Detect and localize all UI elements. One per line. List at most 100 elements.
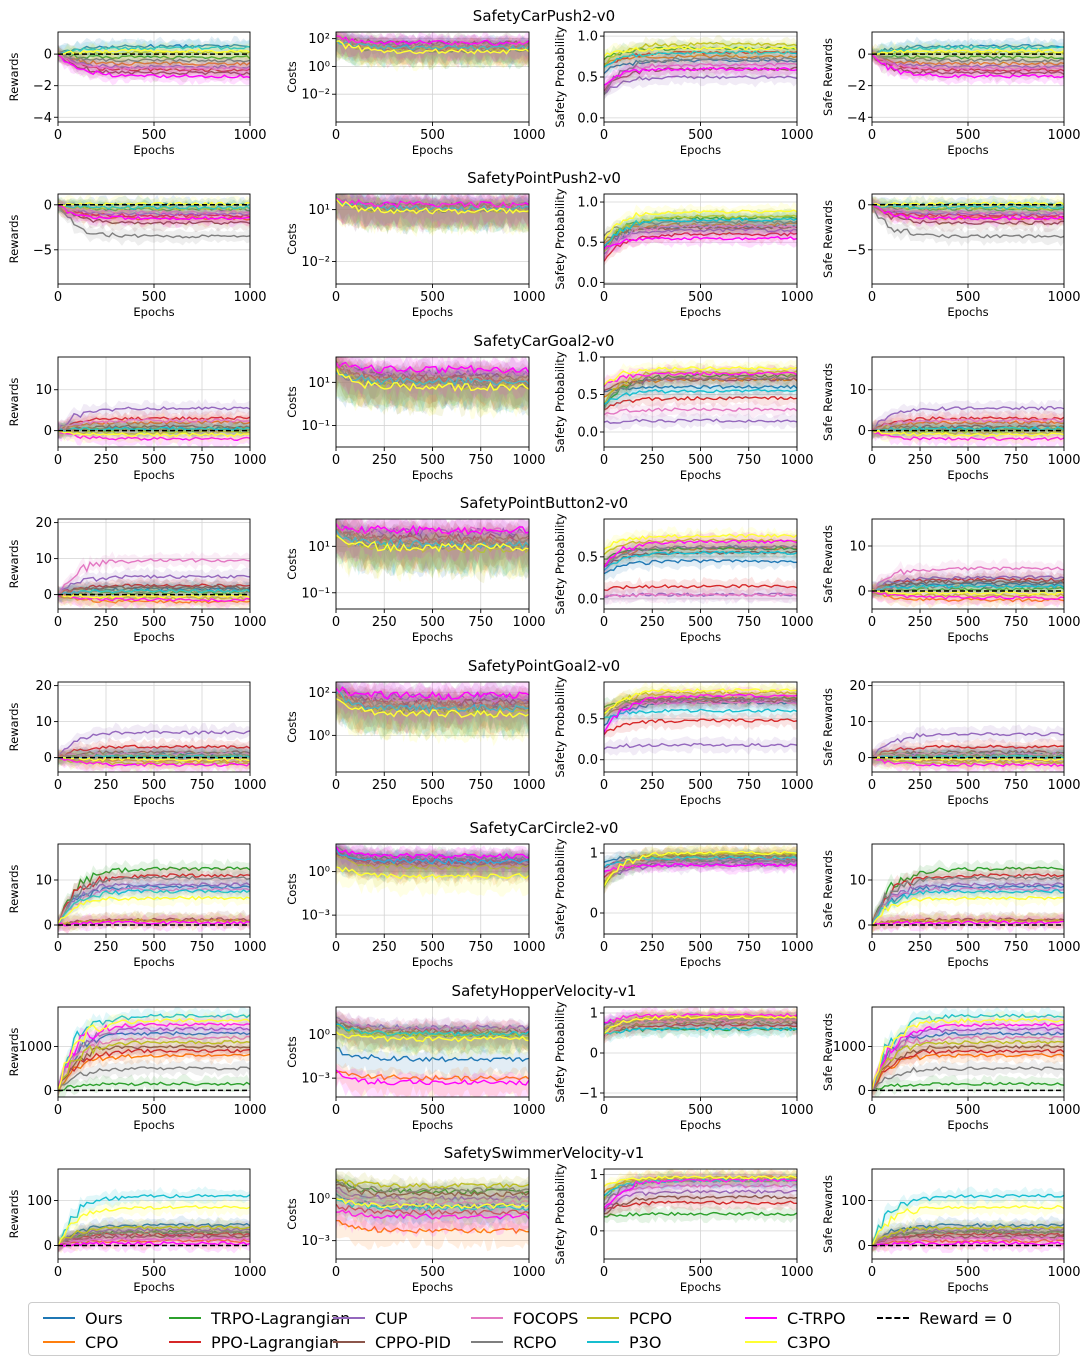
- series-trpo-lagrangian: [604, 696, 797, 709]
- y-tick-label: 10⁰: [308, 1192, 330, 1207]
- y-axis-label: Costs: [285, 1198, 299, 1230]
- series-cup: [604, 1189, 797, 1213]
- band-p3o: [336, 1014, 529, 1055]
- series-focops: [336, 1018, 529, 1033]
- legend-swatch: [333, 1317, 365, 1319]
- y-tick-label: 20: [35, 516, 52, 531]
- x-tick-label: 0: [868, 1103, 876, 1118]
- series-cup: [872, 1026, 1064, 1090]
- series-cppo-pid: [336, 687, 529, 707]
- x-tick-label: 0: [600, 1103, 608, 1118]
- series-cup: [58, 1026, 250, 1091]
- series-ppo-lagrangian: [604, 718, 797, 736]
- series-ours: [604, 384, 797, 393]
- x-axis-label: Epochs: [947, 1118, 988, 1132]
- band-c-trpo: [336, 32, 529, 62]
- x-tick-label: 250: [372, 940, 397, 955]
- series-cup: [604, 742, 797, 750]
- band-cppo-pid: [58, 742, 250, 767]
- series-p3o: [336, 847, 529, 865]
- series-cppo-pid: [604, 66, 797, 92]
- series-pcpo: [336, 41, 529, 53]
- x-tick-label: 0: [868, 128, 876, 143]
- band-cppo-pid: [872, 417, 1064, 442]
- series-ppo-lagrangian: [604, 584, 797, 592]
- band-cup: [58, 566, 250, 603]
- x-axis-label: Epochs: [412, 468, 453, 482]
- series-pcpo: [336, 1178, 529, 1189]
- series-p3o: [58, 588, 250, 596]
- series-cpo: [872, 591, 1064, 603]
- x-axis-label: Epochs: [133, 1118, 174, 1132]
- series-c3po: [336, 698, 529, 719]
- x-axis-label: Epochs: [412, 630, 453, 644]
- x-axis-label: Epochs: [412, 143, 453, 157]
- y-tick-label: 1000: [833, 1040, 866, 1055]
- y-tick-label: 0: [858, 919, 866, 934]
- series-c3po: [336, 866, 529, 880]
- x-tick-label: 0: [54, 1103, 62, 1118]
- series-cppo-pid: [58, 585, 250, 596]
- panel-costs: 0 250 500 750 1000 Epochs 10² 10⁰ Costs: [285, 681, 546, 807]
- legend-item-ours: Ours: [43, 1307, 123, 1329]
- series-p3o: [604, 708, 797, 719]
- y-axis-label: Rewards: [7, 1028, 21, 1077]
- series-cup: [604, 74, 797, 96]
- series-rcpo: [336, 198, 529, 213]
- series-c3po: [872, 895, 1064, 927]
- x-tick-label: 0: [868, 453, 876, 468]
- y-tick-label: 10: [35, 552, 52, 567]
- series-c3po: [872, 1017, 1064, 1091]
- x-tick-label: 0: [868, 290, 876, 305]
- band-p3o: [604, 381, 797, 411]
- y-tick-label: 0: [858, 585, 866, 600]
- x-tick-label: 500: [688, 453, 713, 468]
- row-title: SafetyHopperVelocity-v1: [452, 982, 637, 1000]
- band-focops: [872, 410, 1064, 440]
- band-p3o: [604, 1018, 797, 1043]
- y-axis-label: Safety Probability: [553, 351, 567, 452]
- series-cppo-pid: [604, 550, 797, 568]
- x-tick-label: 1000: [1047, 778, 1080, 793]
- band-ours: [604, 551, 797, 581]
- y-tick-label: 10⁻¹: [301, 419, 330, 434]
- y-tick-label: 10²: [308, 686, 330, 701]
- series-p3o: [604, 50, 797, 68]
- band-c3po: [604, 844, 797, 891]
- band-cup: [872, 1219, 1064, 1250]
- band-c3po: [336, 857, 529, 898]
- x-tick-label: 500: [142, 1265, 167, 1280]
- y-tick-label: 0: [590, 907, 598, 922]
- band-c3po: [872, 749, 1064, 770]
- y-tick-label: −2: [847, 79, 866, 94]
- panel-rewards: 0 250 500 750 1000 Epochs 0 10 Rewards: [7, 843, 267, 969]
- y-tick-label: 0: [44, 1084, 52, 1099]
- y-axis-label: Rewards: [7, 540, 21, 589]
- x-tick-label: 1000: [233, 940, 266, 955]
- x-tick-label: 750: [1004, 940, 1029, 955]
- band-cppo-pid: [58, 1036, 250, 1096]
- legend-item-cppo-pid: CPPO-PID: [333, 1331, 451, 1353]
- y-tick-label: 0: [858, 424, 866, 439]
- series-c3po: [604, 850, 797, 887]
- x-tick-label: 500: [142, 128, 167, 143]
- series-c3po: [336, 367, 529, 392]
- band-c-trpo: [336, 1202, 529, 1238]
- x-axis-label: Epochs: [947, 468, 988, 482]
- x-tick-label: 750: [736, 940, 761, 955]
- series-c-trpo: [58, 429, 250, 442]
- row-title: SafetySwimmerVelocity-v1: [444, 1144, 645, 1162]
- legend-swatch: [471, 1317, 503, 1319]
- x-axis-label: Epochs: [680, 468, 721, 482]
- series-cppo-pid: [872, 579, 1064, 591]
- y-axis-label: Costs: [285, 711, 299, 743]
- band-ppo-lagrangian: [872, 1041, 1064, 1097]
- series-c3po: [604, 1014, 797, 1034]
- band-pcpo: [872, 911, 1064, 934]
- y-tick-label: 10⁻²: [301, 255, 330, 270]
- series-c3po: [872, 1204, 1064, 1247]
- legend-label: C-TRPO: [787, 1308, 846, 1328]
- y-tick-label: 0: [44, 424, 52, 439]
